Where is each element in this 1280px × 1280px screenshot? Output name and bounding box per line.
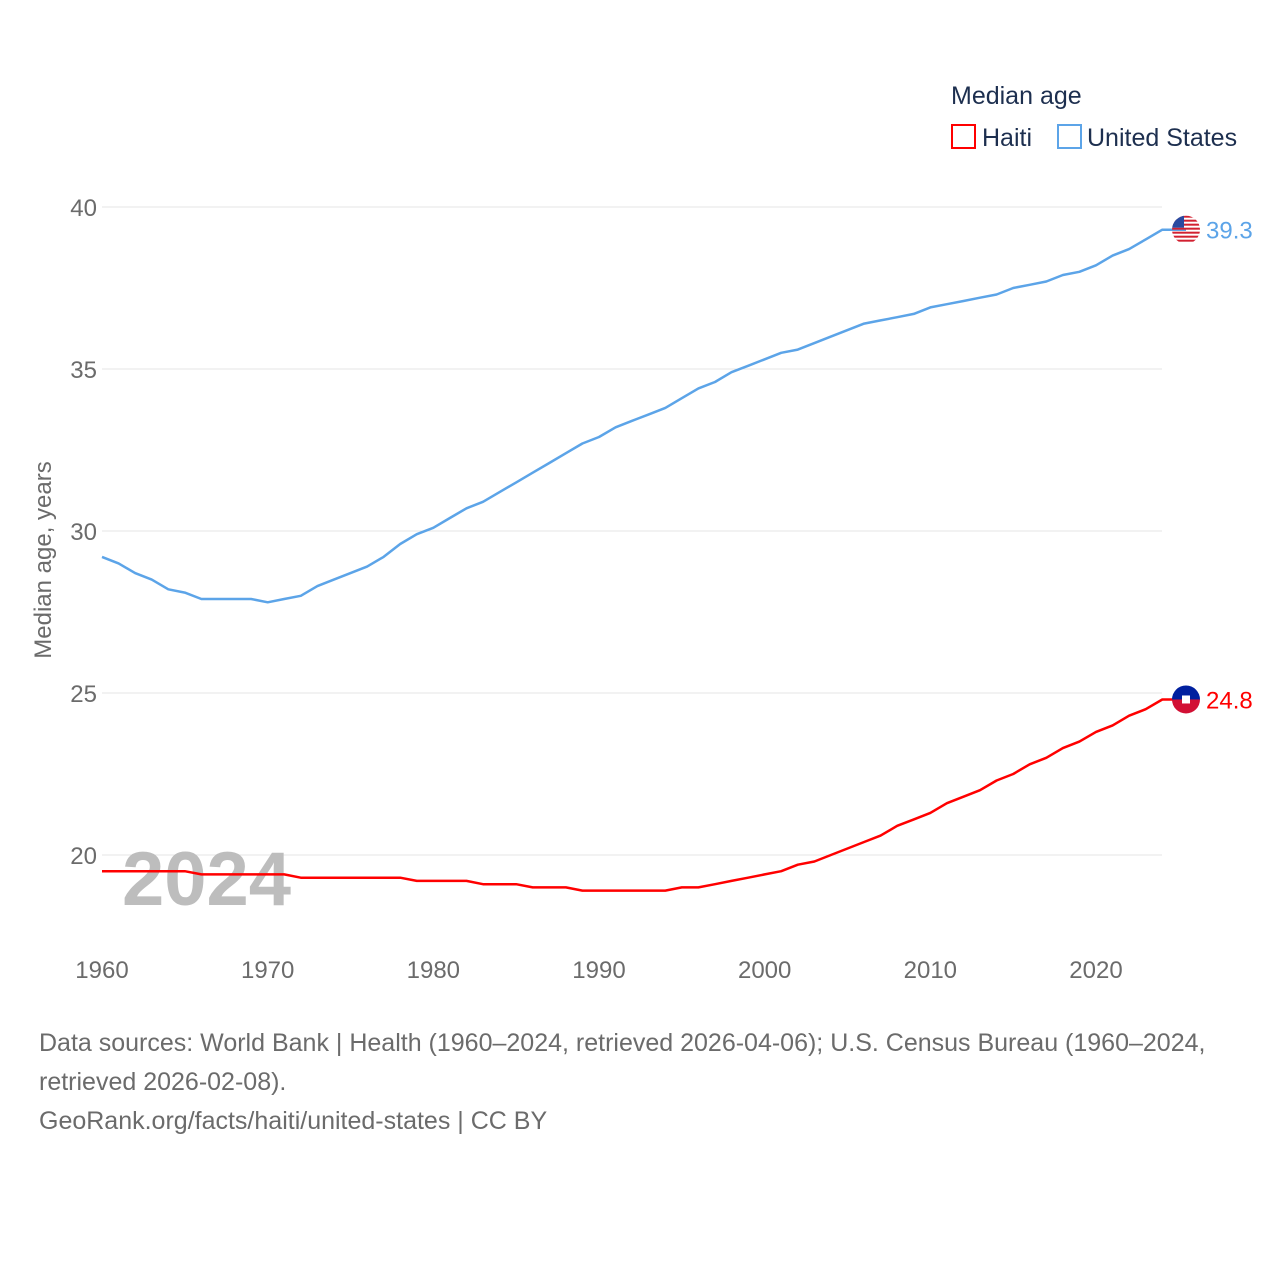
- series-line-haiti: [102, 698, 1186, 892]
- y-axis-label: Median age, years: [30, 461, 57, 658]
- flag-icon-united-states: [1172, 215, 1200, 242]
- legend-swatch-united-states: [1057, 124, 1082, 149]
- y-tick-label: 30: [70, 519, 97, 546]
- year-watermark: 2024: [122, 837, 291, 922]
- x-tick-label: 1970: [241, 957, 294, 984]
- footer: Data sources: World Bank | Health (1960–…: [39, 1024, 1249, 1141]
- x-tick-label: 2020: [1069, 957, 1122, 984]
- grid: [102, 206, 1162, 856]
- data-sources: Data sources: World Bank | Health (1960–…: [39, 1029, 1206, 1096]
- x-tick-label: 1990: [572, 957, 625, 984]
- y-tick-label: 25: [70, 681, 97, 708]
- x-tick-label: 2010: [904, 957, 957, 984]
- y-tick-label: 35: [70, 357, 97, 384]
- x-tick-label: 2000: [738, 957, 791, 984]
- series-line-united-states: [101, 228, 1186, 604]
- source-link[interactable]: GeoRank.org/facts/haiti/united-states | …: [39, 1107, 548, 1135]
- legend-label-united-states[interactable]: United States: [1087, 124, 1237, 152]
- line-chart: 2024 20 25 30 35 40 1960 1970 1980 1990 2000 2010…: [30, 82, 1253, 984]
- end-value-label-haiti: 24.8: [1206, 687, 1253, 714]
- legend-label-haiti[interactable]: Haiti: [982, 124, 1032, 152]
- legend-swatch-haiti: [951, 124, 976, 149]
- legend-title: Median age: [951, 82, 1082, 110]
- y-tick-label: 20: [70, 843, 97, 870]
- x-tick-label: 1960: [75, 957, 128, 984]
- x-tick-label: 1980: [407, 957, 460, 984]
- end-value-label-united-states: 39.3: [1206, 218, 1253, 245]
- flag-icon-haiti: [1172, 685, 1200, 714]
- y-tick-label: 40: [70, 195, 97, 222]
